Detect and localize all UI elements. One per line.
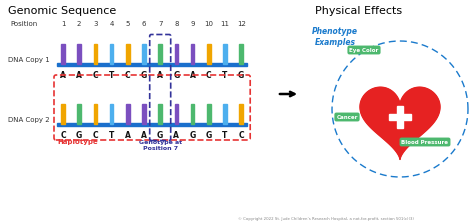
Text: T: T: [222, 71, 228, 80]
Text: Position: Position: [10, 21, 37, 27]
Text: A: A: [60, 71, 66, 80]
Text: 9: 9: [191, 21, 195, 27]
Text: A: A: [190, 71, 196, 80]
Text: G: G: [206, 131, 212, 140]
Text: A: A: [157, 71, 163, 80]
Text: 7: 7: [158, 21, 163, 27]
Bar: [158, 44, 162, 64]
Bar: [110, 44, 113, 64]
Bar: [93, 44, 97, 64]
Text: G: G: [157, 131, 164, 140]
Text: C: C: [92, 131, 98, 140]
Text: 12: 12: [237, 21, 246, 27]
Text: C: C: [238, 131, 244, 140]
Text: G: G: [190, 131, 196, 140]
Text: 6: 6: [142, 21, 146, 27]
Text: G: G: [173, 71, 180, 80]
Bar: [93, 104, 97, 124]
Text: 10: 10: [204, 21, 213, 27]
Bar: [174, 104, 178, 124]
Bar: [61, 44, 65, 64]
Bar: [389, 114, 411, 120]
Bar: [57, 123, 247, 125]
Text: Physical Effects: Physical Effects: [315, 6, 402, 16]
Bar: [126, 104, 129, 124]
Text: Blood Pressure: Blood Pressure: [401, 140, 448, 144]
Bar: [142, 104, 146, 124]
Text: G: G: [141, 71, 147, 80]
Bar: [207, 44, 210, 64]
Text: 1: 1: [61, 21, 65, 27]
Text: G: G: [238, 71, 244, 80]
Bar: [207, 104, 210, 124]
Text: A: A: [141, 131, 147, 140]
Text: 5: 5: [126, 21, 130, 27]
Text: 8: 8: [174, 21, 179, 27]
Bar: [61, 104, 65, 124]
Text: © Copyright 2022 St. Jude Children’s Research Hospital, a not-for-profit, sectio: © Copyright 2022 St. Jude Children’s Res…: [238, 217, 414, 221]
Bar: [223, 44, 227, 64]
Text: G: G: [76, 131, 82, 140]
Bar: [110, 104, 113, 124]
Text: C: C: [60, 131, 66, 140]
Bar: [397, 106, 403, 128]
Text: T: T: [109, 71, 114, 80]
Text: 3: 3: [93, 21, 98, 27]
Bar: [126, 44, 129, 64]
Text: 11: 11: [220, 21, 229, 27]
Polygon shape: [360, 87, 440, 159]
Bar: [239, 44, 243, 64]
Bar: [158, 104, 162, 124]
Text: Genomic Sequence: Genomic Sequence: [8, 6, 116, 16]
Text: C: C: [92, 71, 98, 80]
Bar: [77, 44, 81, 64]
Text: 2: 2: [77, 21, 82, 27]
Bar: [191, 104, 194, 124]
Text: A: A: [125, 131, 131, 140]
Text: A: A: [76, 71, 82, 80]
Text: DNA Copy 2: DNA Copy 2: [8, 117, 50, 123]
Text: Cancer: Cancer: [337, 114, 358, 119]
Bar: [142, 44, 146, 64]
Text: Eye Color: Eye Color: [349, 47, 379, 52]
Bar: [239, 104, 243, 124]
Text: Haplotype: Haplotype: [57, 139, 98, 145]
Text: A: A: [173, 131, 179, 140]
Bar: [77, 104, 81, 124]
Bar: [57, 62, 247, 65]
Bar: [174, 44, 178, 64]
Text: Genotype at
Position 7: Genotype at Position 7: [138, 140, 182, 151]
Text: C: C: [125, 71, 131, 80]
Text: T: T: [222, 131, 228, 140]
Bar: [191, 44, 194, 64]
Text: DNA Copy 1: DNA Copy 1: [8, 57, 50, 63]
Text: Phenotype
Examples: Phenotype Examples: [312, 27, 358, 47]
Bar: [223, 104, 227, 124]
Text: T: T: [109, 131, 114, 140]
Text: C: C: [206, 71, 211, 80]
Text: 4: 4: [109, 21, 114, 27]
